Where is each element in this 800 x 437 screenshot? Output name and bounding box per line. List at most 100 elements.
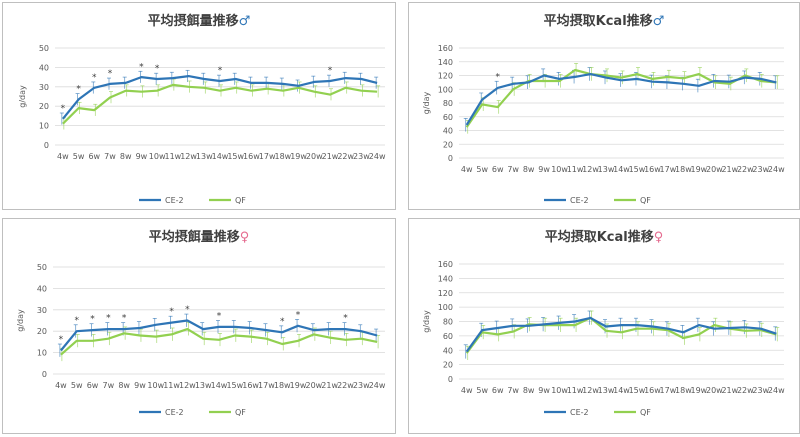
chart-male-kcal: 平均摂取Kcal推移♂ g/day 0 20 40 60 80 100 120 140 160 4w 5… (422, 13, 785, 205)
y-tick-label: 80 (443, 99, 453, 108)
x-tick-label: 8w (523, 386, 535, 395)
x-tick-label: 21w (321, 381, 338, 390)
significance-star: * (495, 72, 500, 82)
x-tick-label: 24w (369, 152, 386, 161)
x-tick-label: 24w (768, 386, 785, 395)
y-tick-label: 100 (438, 303, 453, 312)
significance-star: * (343, 314, 348, 324)
y-tick-label: 50 (37, 263, 47, 272)
y-tick-label: 140 (438, 58, 453, 67)
chart-title: 平均摂餌量推移♀ (149, 229, 250, 245)
x-tick-label: 16w (644, 165, 661, 174)
x-tick-label: 9w (136, 152, 148, 161)
x-tick-label: 11w (163, 381, 180, 390)
x-tick-label: 20w (305, 381, 322, 390)
y-tick-label: 0 (448, 375, 453, 384)
x-tick-label: 4w (55, 381, 67, 390)
y-tick-label: 40 (37, 284, 47, 293)
x-tick-label: 13w (598, 386, 615, 395)
x-tick-label: 13w (598, 165, 615, 174)
chart-title: 平均摂取Kcal推移♂ (544, 13, 665, 29)
x-tick-label: 14w (211, 381, 228, 390)
x-tick-label: 16w (644, 386, 661, 395)
y-tick-label: 60 (443, 332, 453, 341)
x-tick-label: 8w (120, 152, 132, 161)
x-tick-label: 15w (629, 386, 646, 395)
x-tick-label: 7w (507, 165, 519, 174)
x-tick-label: 13w (196, 152, 213, 161)
x-tick-label: 10w (551, 165, 568, 174)
y-tick-label: 20 (37, 327, 47, 336)
x-tick-label: 10w (149, 152, 166, 161)
x-tick-label: 24w (768, 165, 785, 174)
x-tick-label: 17w (259, 152, 276, 161)
x-tick-label: 22w (337, 381, 354, 390)
y-tick-label: 10 (39, 122, 49, 131)
x-tick-label: 21w (322, 152, 339, 161)
x-tick-label: 16w (243, 152, 260, 161)
x-tick-label: 18w (675, 165, 692, 174)
x-tick-label: 14w (613, 386, 630, 395)
series-line-ce2 (60, 319, 378, 352)
y-tick-label: 50 (39, 44, 49, 53)
x-tick-label: 10w (147, 381, 164, 390)
legend-label: CE-2 (165, 196, 184, 205)
x-tick-label: 13w (195, 381, 212, 390)
legend-label: QF (235, 408, 246, 417)
series-line-ce2 (465, 316, 777, 353)
y-tick-label: 40 (443, 127, 453, 136)
y-tick-label: 20 (39, 102, 49, 111)
x-tick-label: 9w (538, 165, 550, 174)
y-tick-label: 20 (443, 361, 453, 370)
significance-star: * (90, 315, 95, 325)
x-tick-label: 5w (73, 152, 85, 161)
y-axis-label: g/day (18, 85, 27, 108)
significance-star: * (74, 316, 79, 326)
significance-star: * (185, 305, 190, 315)
legend-label: QF (235, 196, 246, 205)
x-tick-label: 23w (353, 152, 370, 161)
y-tick-label: 140 (438, 274, 453, 283)
significance-star: * (218, 66, 223, 76)
legend-label: CE-2 (570, 196, 589, 205)
y-tick-label: 20 (443, 140, 453, 149)
x-tick-label: 20w (706, 386, 723, 395)
y-tick-label: 30 (39, 83, 49, 92)
significance-star: * (61, 104, 66, 114)
significance-star: * (108, 69, 113, 79)
x-tick-label: 23w (752, 386, 769, 395)
x-tick-label: 17w (660, 165, 677, 174)
significance-star: * (76, 85, 81, 95)
significance-star: * (106, 314, 111, 324)
y-axis-label: g/day (422, 310, 431, 333)
x-tick-label: 6w (88, 152, 100, 161)
chart-female-kcal: 平均摂取Kcal推移♀ g/day 0 20 40 60 80 100 120 140 160 4w 5… (422, 229, 785, 417)
y-tick-label: 60 (443, 113, 453, 122)
series-line-ce2 (465, 72, 777, 126)
legend-label: QF (640, 408, 651, 417)
x-tick-label: 5w (476, 386, 488, 395)
significance-star: * (139, 62, 144, 72)
title-sex-symbol: ♂ (653, 14, 665, 29)
x-tick-label: 18w (274, 152, 291, 161)
y-tick-label: 0 (44, 141, 49, 150)
significance-star: * (59, 335, 64, 345)
x-tick-label: 6w (492, 386, 504, 395)
y-tick-label: 160 (438, 260, 453, 269)
y-tick-label: 40 (39, 63, 49, 72)
y-tick-label: 40 (443, 346, 453, 355)
y-tick-label: 10 (37, 349, 47, 358)
series-line-qf (465, 68, 777, 128)
x-tick-label: 22w (737, 165, 754, 174)
x-tick-label: 7w (103, 381, 115, 390)
chart-panel-female-kcal: 平均摂取Kcal推移♀ g/day 0 20 40 60 80 100 120 140 160 4w 5… (408, 218, 800, 434)
x-tick-label: 5w (71, 381, 83, 390)
x-tick-label: 23w (353, 381, 370, 390)
x-tick-label: 11w (567, 165, 584, 174)
y-tick-label: 80 (443, 318, 453, 327)
x-tick-label: 5w (476, 165, 488, 174)
x-tick-label: 14w (212, 152, 229, 161)
significance-star: * (155, 64, 160, 74)
y-tick-label: 120 (438, 72, 453, 81)
